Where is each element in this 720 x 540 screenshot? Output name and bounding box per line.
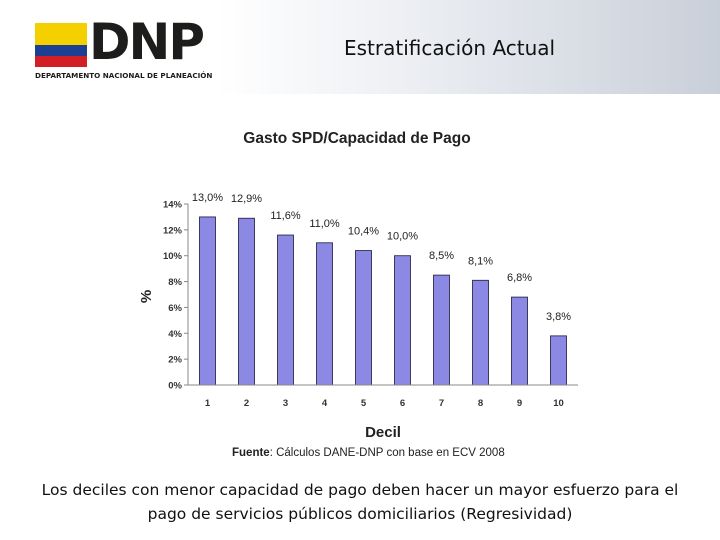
- logo-text: DNP: [89, 13, 205, 71]
- slide-header: DNP DEPARTAMENTO NACIONAL DE PLANEACIÓN …: [0, 0, 720, 94]
- y-tick-label: 12%: [163, 225, 183, 236]
- x-tick-label: 4: [322, 398, 328, 409]
- bar: [277, 234, 294, 386]
- x-tick-label: 5: [361, 398, 367, 409]
- x-tick-label: 3: [283, 398, 288, 409]
- bar-value-label: 8,5%: [429, 250, 454, 262]
- bar: [316, 242, 333, 386]
- y-axis-label: %: [138, 290, 155, 303]
- source-text: : Cálculos DANE-DNP con base en ECV 2008: [269, 447, 505, 459]
- bar-value-label: 6,8%: [507, 272, 532, 284]
- bar: [472, 279, 489, 386]
- x-tick-label: 10: [553, 398, 564, 409]
- bar-value-label: 10,4%: [348, 226, 379, 238]
- bar-value-label: 13,0%: [192, 192, 223, 204]
- bar-chart: Gasto SPD/Capacidad de Pago 0% 2% 4% 6% 8% 10%…: [138, 130, 578, 441]
- bar-value-label: 8,1%: [468, 255, 493, 267]
- x-tick-label: 8: [478, 398, 483, 409]
- y-tick-label: 8%: [168, 277, 182, 288]
- y-tick-label: 6%: [168, 303, 182, 314]
- y-tick-label: 0%: [168, 381, 182, 392]
- bar-value-label: 12,9%: [231, 193, 262, 205]
- logo-subtitle: DEPARTAMENTO NACIONAL DE PLANEACIÓN: [35, 71, 213, 80]
- bar: [433, 274, 450, 386]
- chart-title: Gasto SPD/Capacidad de Pago: [243, 130, 470, 147]
- colombia-flag-icon: [35, 23, 87, 67]
- bar: [355, 250, 372, 386]
- bar-value-label: 11,0%: [309, 218, 340, 230]
- bar: [394, 255, 411, 386]
- bar-value-label: 11,6%: [270, 210, 301, 222]
- bar: [511, 296, 528, 386]
- x-tick-label: 2: [244, 398, 249, 409]
- dnp-logo: DNP DEPARTAMENTO NACIONAL DE PLANEACIÓN: [35, 13, 225, 84]
- source-note: Fuente: Cálculos DANE-DNP con base en EC…: [232, 447, 505, 459]
- x-axis-label: Decil: [365, 424, 401, 441]
- bar: [550, 335, 567, 386]
- bar-value-label: 10,0%: [387, 231, 418, 243]
- y-tick-label: 2%: [168, 355, 182, 366]
- y-tick-label: 10%: [163, 251, 183, 262]
- y-tick-label: 14%: [163, 200, 183, 211]
- bar: [199, 216, 216, 386]
- slide-caption: Los deciles con menor capacidad de pago …: [41, 481, 679, 523]
- slide-title: Estratificación Actual: [344, 36, 556, 60]
- x-tick-label: 9: [517, 398, 522, 409]
- x-tick-label: 7: [439, 398, 444, 409]
- x-tick-label: 1: [205, 398, 211, 409]
- y-tick-label: 4%: [168, 329, 182, 340]
- bar: [238, 217, 255, 386]
- x-tick-label: 6: [400, 398, 405, 409]
- source-label: Fuente: [232, 447, 270, 459]
- bar-value-label: 3,8%: [546, 311, 571, 323]
